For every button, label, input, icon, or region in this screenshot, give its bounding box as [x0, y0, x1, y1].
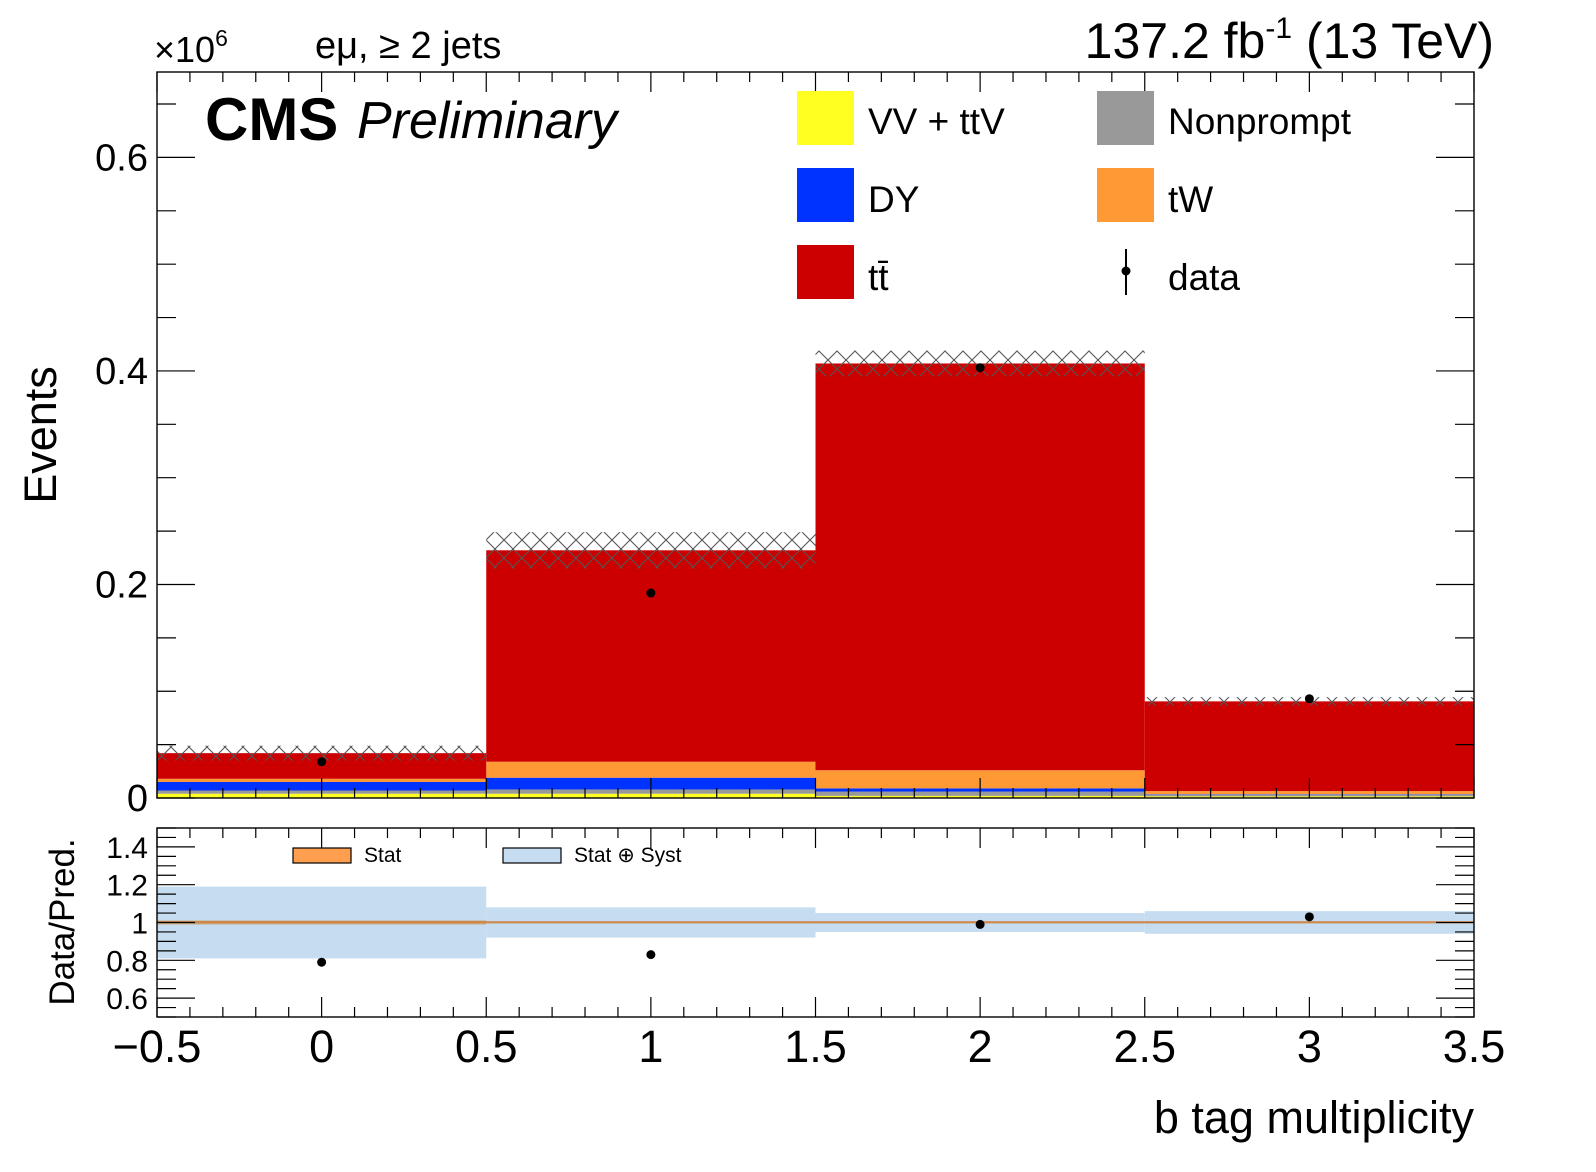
- data-point-1: [646, 588, 656, 598]
- ratio-legend-syst-swatch: [502, 847, 562, 864]
- xtick-label-3: 1: [638, 1021, 663, 1072]
- ratio-legend-stat-swatch: [292, 847, 352, 864]
- main-ytick-label-1: 0.2: [95, 564, 148, 606]
- ratio-legend-syst-label: Stat ⊕ Syst: [574, 844, 682, 867]
- main-ytick-label-0: 0: [127, 778, 148, 820]
- main-frame: [156, 71, 1475, 799]
- data-points: [317, 363, 1314, 767]
- xtick-label-8: 3.5: [1443, 1021, 1506, 1072]
- legend-label-data: data: [1168, 257, 1240, 298]
- data-point-3: [1304, 694, 1314, 704]
- x-axis-label: b tag multiplicity: [1154, 1092, 1475, 1143]
- stacked-histogram: [157, 363, 1474, 798]
- uncertainty-bin0: [157, 745, 487, 761]
- legend-label-ttbar: tt̄: [868, 257, 889, 298]
- xtick-label-4: 1.5: [784, 1021, 847, 1072]
- ratio-point-0: [317, 957, 327, 967]
- legend-swatch-nonprompt: [1097, 91, 1154, 145]
- legend-swatch-tw: [1097, 168, 1154, 222]
- data-point-2: [975, 363, 985, 373]
- xtick-label-2: 0.5: [455, 1021, 518, 1072]
- ratio-point-2: [975, 919, 985, 929]
- bar-series4-bin1: [486, 550, 816, 762]
- xtick-label-5: 2: [968, 1021, 993, 1072]
- y-exponent-label: ×106: [154, 25, 228, 70]
- legend-label-nonprompt: Nonprompt: [1168, 101, 1352, 142]
- ratio-points: [317, 912, 1314, 967]
- bar-series3-bin1: [486, 761, 816, 778]
- main-axis-ticks: 0 0.2 0.4 0.6: [95, 72, 1475, 820]
- uncertainty-hatch: [157, 350, 1474, 761]
- ratio-frame: [156, 827, 1475, 1018]
- xtick-label-0: −0.5: [113, 1021, 202, 1072]
- data-point-0: [317, 757, 327, 767]
- legend-swatch-vv: [797, 91, 854, 145]
- legend-label-tw: tW: [1168, 179, 1213, 220]
- luminosity-label: 137.2 fb-1 (13 TeV): [1085, 12, 1494, 69]
- xtick-label-6: 2.5: [1113, 1021, 1176, 1072]
- bar-series4-bin3: [1144, 701, 1474, 792]
- ratio-point-3: [1304, 912, 1314, 922]
- xtick-label-1: 0: [309, 1021, 334, 1072]
- legend-swatch-dy: [797, 168, 854, 222]
- legend-label-vv: VV + ttV: [868, 101, 1005, 142]
- ratio-legend-stat-label: Stat: [364, 844, 402, 867]
- main-ytick-label-2: 0.4: [95, 351, 148, 393]
- ratio-ytick-label-2: 1: [131, 908, 148, 941]
- ratio-ytick-label-0: 0.6: [106, 983, 148, 1016]
- ratio-y-axis-label: Data/Pred.: [43, 838, 82, 1005]
- ratio-ytick-label-4: 1.4: [106, 832, 148, 865]
- main-panel: 0 0.2 0.4 0.6 CMS Preliminary Events VV + t…: [15, 71, 1475, 820]
- uncertainty-bin1: [486, 532, 816, 569]
- preliminary-label: Preliminary: [357, 92, 620, 150]
- ratio-ytick-label-1: 0.8: [106, 945, 148, 978]
- ratio-axis-ticks: 0.6 0.8 1 1.2 1.4 −0.5 0 0.5 1 1.5 2 2.5 3 3.5: [106, 827, 1506, 1072]
- selection-label: eμ, ≥ 2 jets: [315, 25, 501, 67]
- bar-series4-bin2: [815, 363, 1145, 771]
- cms-label: CMS: [205, 86, 338, 153]
- legend-swatch-ttbar: [797, 245, 854, 299]
- y-axis-label: Events: [15, 366, 66, 504]
- main-ytick-label-3: 0.6: [95, 137, 148, 179]
- legend-label-dy: DY: [868, 179, 919, 220]
- ratio-legend: Stat Stat ⊕ Syst: [292, 844, 682, 867]
- ratio-panel: 0.6 0.8 1 1.2 1.4 −0.5 0 0.5 1 1.5 2 2.5 3 3.5 Data/P…: [43, 827, 1506, 1143]
- legend: VV + ttV Nonprompt DY tW tt̄ data: [797, 91, 1352, 299]
- xtick-label-7: 3: [1297, 1021, 1322, 1072]
- legend-data-marker: [1121, 266, 1131, 276]
- ratio-ytick-label-3: 1.2: [106, 870, 148, 903]
- ratio-point-1: [646, 950, 656, 960]
